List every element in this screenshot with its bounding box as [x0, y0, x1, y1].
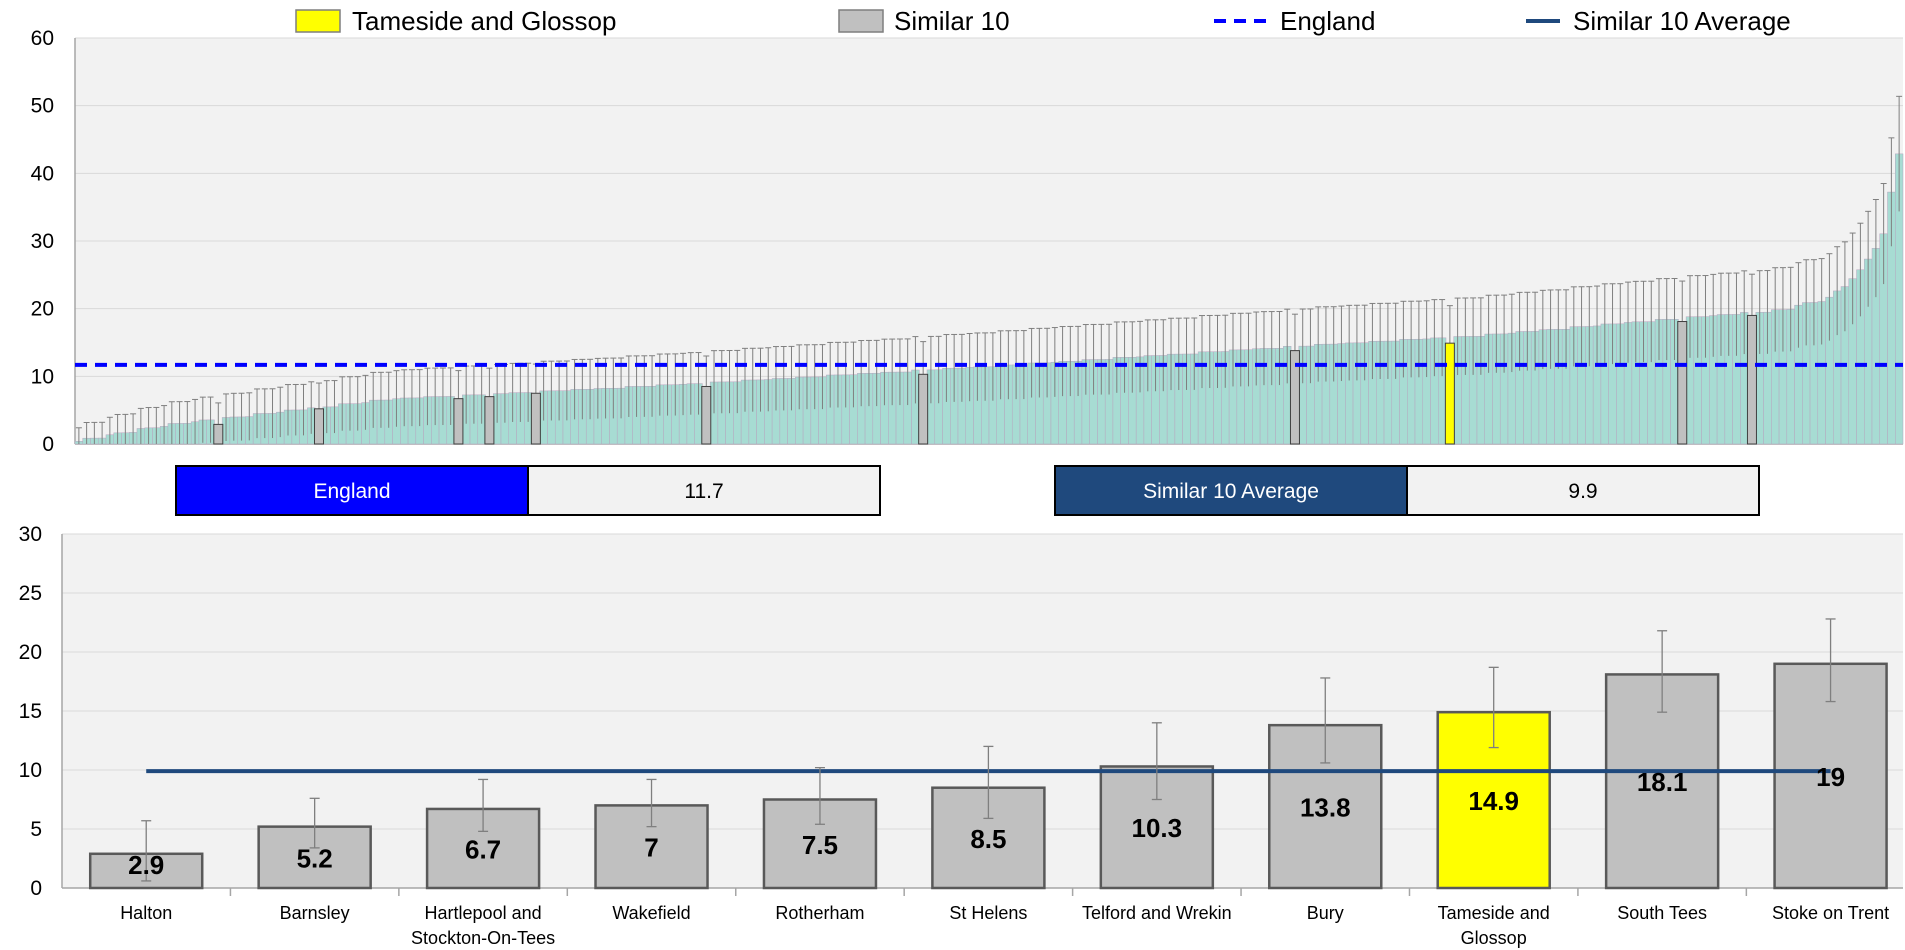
england-value: 11.7 — [684, 480, 723, 503]
legend-label-similar-average: Similar 10 Average — [1573, 6, 1791, 36]
top-y-tick-label: 60 — [31, 27, 54, 50]
top-y-tick-label: 10 — [31, 365, 54, 388]
top-highlight-bar — [1444, 342, 1455, 445]
bottom-category-label: South Tees — [1617, 903, 1707, 923]
legend-label-tameside: Tameside and Glossop — [352, 6, 616, 36]
similar-average-label-box — [1054, 465, 1408, 516]
bottom-bars — [88, 662, 1888, 890]
bottom-value-label: 2.9 — [128, 850, 164, 880]
bottom-value-label: 10.3 — [1132, 813, 1183, 843]
top-y-tick-label: 30 — [31, 230, 54, 253]
top-y-tick-label: 0 — [42, 433, 54, 456]
bottom-chart: 0 5 10 15 20 25 30 2.9 5.2 6.7 7 7.5 8.5 10.3 13.8 14.… — [19, 523, 1903, 948]
bottom-category-label: Stoke on Trent — [1772, 903, 1889, 923]
bottom-category-label: Barnsley — [280, 903, 350, 923]
top-y-tick-label: 40 — [31, 162, 54, 185]
legend-swatch-tameside — [295, 9, 341, 33]
bottom-category-label: Hartlepool and — [425, 903, 542, 923]
top-y-tick-label: 50 — [31, 95, 54, 118]
england-label: England — [313, 480, 390, 503]
bottom-value-label: 18.1 — [1637, 767, 1688, 797]
similar-average-value-box — [1406, 465, 1760, 516]
bottom-category-label: Rotherham — [775, 903, 864, 923]
top-highlight-bar — [453, 398, 464, 445]
bottom-y-tick-label: 25 — [19, 582, 42, 605]
england-value-box — [527, 465, 881, 516]
bottom-bar — [425, 807, 541, 890]
top-error-bars — [75, 95, 1903, 444]
bottom-category-label: Halton — [120, 903, 172, 923]
top-highlight-bar — [1289, 350, 1300, 445]
bottom-category-label: Stockton-On-Tees — [411, 928, 555, 948]
bottom-y-tick-label: 5 — [30, 818, 42, 841]
bottom-category-label: Glossop — [1461, 928, 1527, 948]
similar-average-label: Similar 10 Average — [1143, 480, 1319, 503]
bottom-category-label: Tameside and — [1438, 903, 1550, 923]
top-y-tick-label: 20 — [31, 298, 54, 321]
top-highlight-bar — [530, 392, 541, 445]
summary-boxes: England 11.7 Similar 10 Average 9.9 — [175, 465, 1760, 516]
similar-average-value: 9.9 — [1568, 480, 1597, 503]
top-highlight-bar — [918, 373, 929, 445]
top-highlight-bar — [1677, 321, 1688, 445]
top-highlight-bars — [213, 314, 1757, 445]
top-highlight-bar — [213, 423, 224, 445]
bottom-y-tick-label: 20 — [19, 641, 42, 664]
bottom-category-labels: Halton Barnsley Hartlepool and Stockton-On-… — [120, 903, 1889, 948]
bottom-value-label: 5.2 — [297, 843, 333, 873]
top-highlight-bar — [484, 396, 495, 445]
bottom-value-labels: 2.9 5.2 6.7 7 7.5 8.5 10.3 13.8 14.9 18.1 19 — [128, 762, 1845, 880]
bottom-y-tick-label: 10 — [19, 759, 42, 782]
legend-label-england: England — [1280, 6, 1375, 36]
legend-swatch-similar — [838, 9, 884, 33]
bottom-category-label: St Helens — [949, 903, 1027, 923]
bottom-category-label: Wakefield — [612, 903, 690, 923]
top-highlight-bar — [313, 408, 324, 445]
bottom-value-label: 7.5 — [802, 830, 838, 860]
bottom-category-label: Bury — [1307, 903, 1344, 923]
bottom-y-tick-label: 15 — [19, 700, 42, 723]
bottom-y-tick-label: 30 — [19, 523, 42, 546]
bottom-y-tick-label: 0 — [30, 877, 42, 900]
bottom-error-bars — [141, 618, 1836, 882]
bottom-value-label: 14.9 — [1468, 786, 1519, 816]
legend-label-similar: Similar 10 — [894, 6, 1010, 36]
bottom-value-label: 6.7 — [465, 834, 501, 864]
top-highlight-bar — [701, 385, 712, 445]
top-highlight-bar — [1746, 314, 1757, 445]
bottom-value-label: 13.8 — [1300, 793, 1351, 823]
bottom-category-label: Telford and Wrekin — [1082, 903, 1232, 923]
legend: Tameside and Glossop Similar 10 England … — [295, 6, 1791, 36]
top-chart: 0 10 20 30 40 50 60 — [31, 27, 1904, 456]
bottom-value-label: 19 — [1816, 762, 1845, 792]
england-label-box — [175, 465, 529, 516]
bottom-value-label: 8.5 — [970, 824, 1006, 854]
bottom-value-label: 7 — [644, 833, 658, 863]
